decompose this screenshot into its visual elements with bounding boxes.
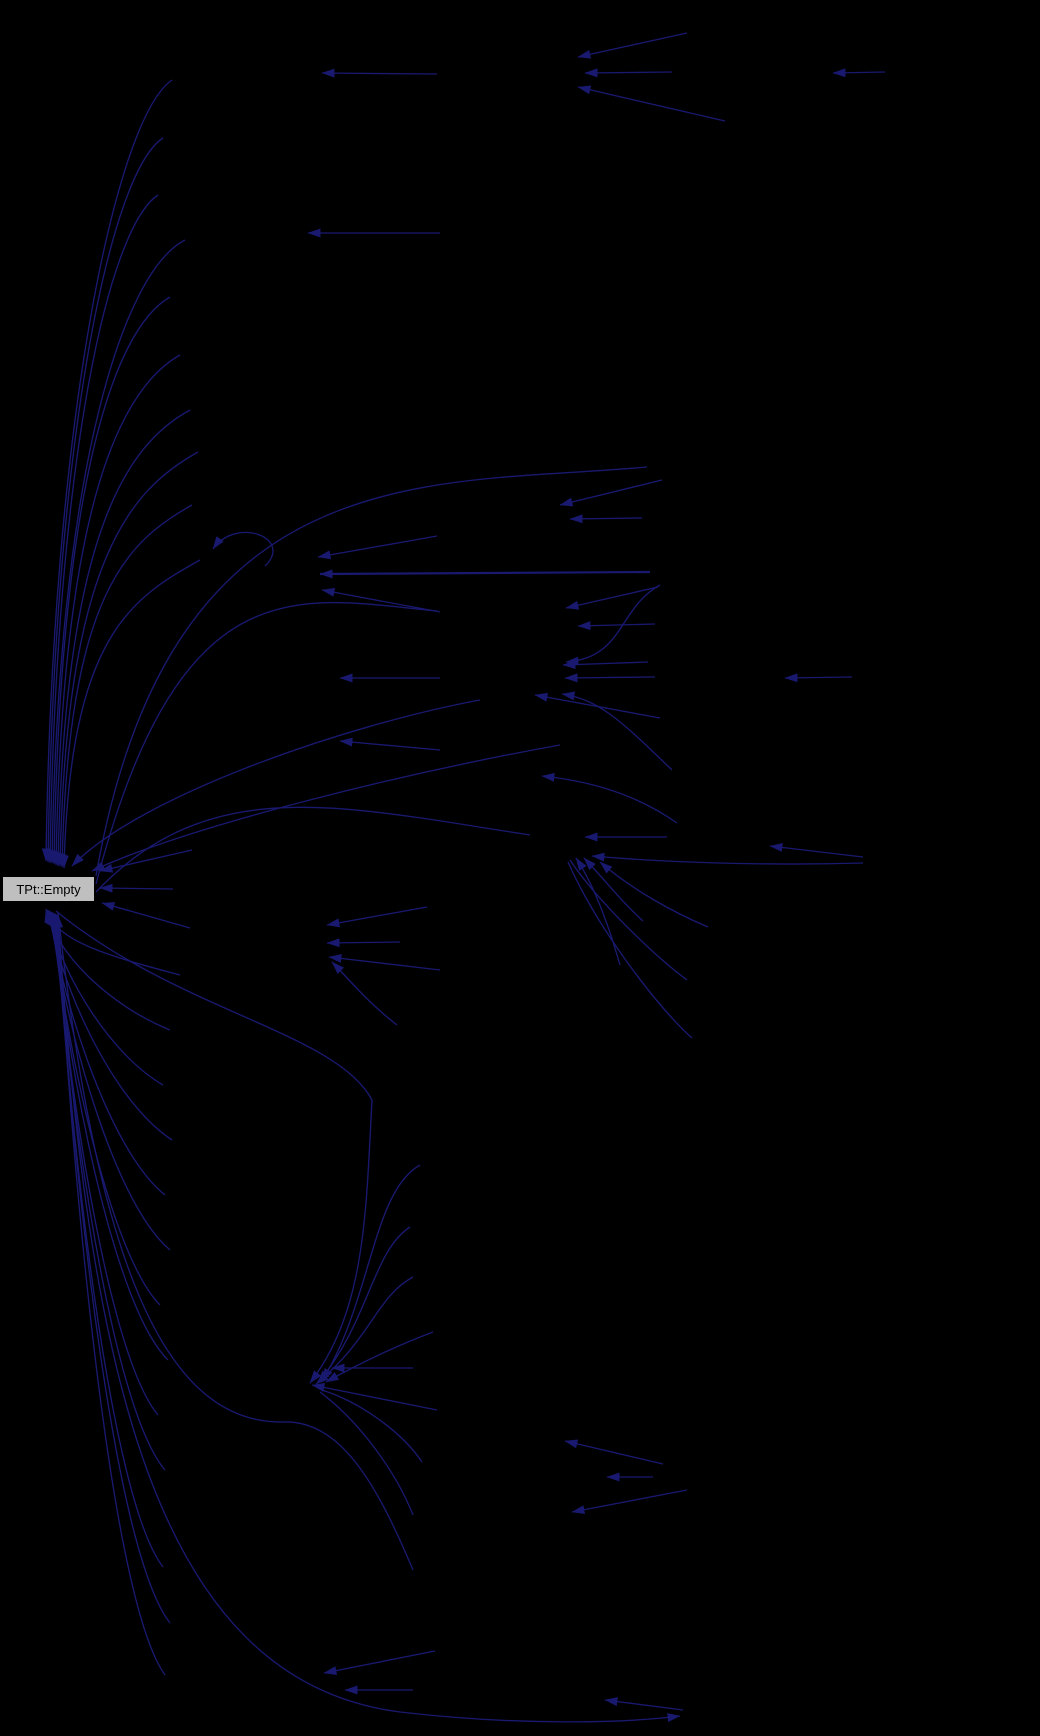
graph-edge	[577, 621, 656, 631]
graph-edge	[71, 699, 481, 867]
graph-edge	[541, 772, 678, 824]
graph-edge	[43, 137, 164, 863]
graph-edge	[569, 859, 688, 981]
graph-edge	[562, 660, 649, 670]
graph-edge	[564, 673, 656, 683]
node-tpt-empty[interactable]: TPt::Empty	[2, 876, 95, 902]
graph-edge	[575, 857, 621, 966]
graph-edge	[569, 514, 643, 524]
graph-edge	[567, 861, 693, 1039]
graph-edges	[41, 32, 886, 1723]
graph-edge	[95, 806, 531, 893]
graph-edge	[769, 842, 864, 858]
node-label: TPt::Empty	[16, 881, 81, 897]
graph-edge	[339, 737, 441, 751]
graph-edge	[317, 1226, 411, 1384]
graph-edge	[101, 902, 191, 929]
graph-edge	[55, 451, 199, 867]
graph-edge	[584, 68, 673, 78]
graph-edge	[583, 857, 644, 922]
graph-edge	[328, 953, 441, 971]
graph-edge	[41, 79, 173, 862]
graph-edge	[577, 32, 688, 59]
graph-edge	[47, 239, 186, 864]
graph-edge	[319, 1391, 414, 1516]
graph-edge	[319, 569, 651, 579]
graph-edge	[95, 601, 438, 885]
graph-edge	[51, 354, 181, 866]
graph-edge	[311, 1383, 438, 1411]
graph-edge	[565, 586, 659, 610]
graph-edge	[325, 1331, 434, 1383]
graph-edge	[832, 68, 886, 78]
graph-edge	[331, 961, 398, 1026]
graph-edge	[577, 85, 726, 122]
graph-edge	[45, 194, 159, 864]
graph-edge	[564, 1439, 664, 1465]
graph-edge	[59, 559, 201, 869]
graph-edge	[565, 584, 661, 666]
graph-edge	[321, 1164, 421, 1382]
graph-edge	[53, 409, 191, 867]
graph-edge	[57, 504, 193, 868]
graph-edge	[326, 906, 428, 928]
graph-edge	[49, 296, 171, 865]
graph-edge	[54, 914, 166, 1676]
graph-edge	[323, 1650, 436, 1675]
graph-edge	[321, 587, 441, 613]
graph-edge	[599, 861, 709, 928]
graph-edge	[326, 938, 401, 948]
graph-edge	[321, 1389, 423, 1463]
graph-edge	[51, 913, 166, 1471]
graph-edge	[99, 883, 174, 893]
graph-edge	[559, 479, 663, 507]
graph-edge	[784, 673, 853, 683]
graph-edge	[57, 912, 414, 1571]
graph-edge	[321, 68, 438, 78]
graph-edge	[95, 466, 648, 877]
graph-edge	[571, 1489, 688, 1515]
graph-edge	[55, 910, 373, 1101]
graph-edge	[309, 1099, 373, 1384]
graph-edge	[604, 1697, 684, 1711]
graph-edge	[561, 691, 673, 771]
graph-edge	[91, 744, 561, 872]
graph-edge	[212, 531, 274, 567]
graph-edge	[57, 915, 681, 1723]
graph-edge	[99, 849, 193, 873]
graph-edge	[591, 852, 864, 865]
graph-edge	[317, 535, 438, 560]
